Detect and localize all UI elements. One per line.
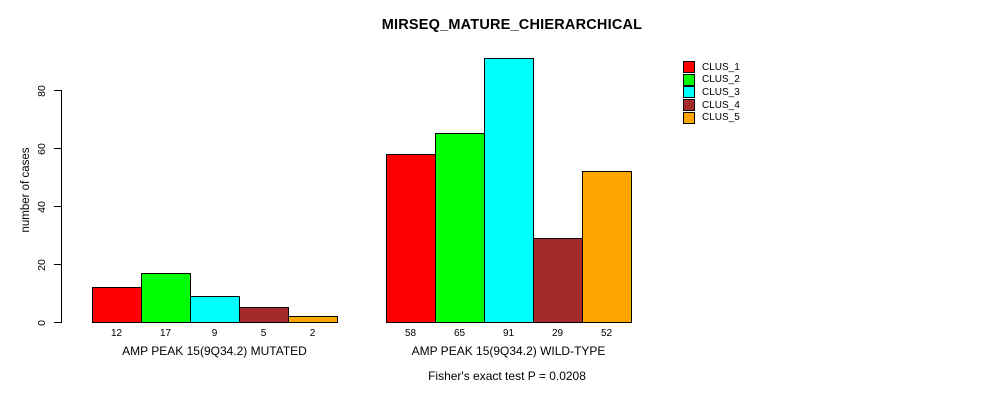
legend-label: CLUS_4 [702, 99, 740, 111]
bar-value-label: 5 [260, 328, 267, 339]
legend-swatch-clus_5 [683, 111, 695, 124]
bar-value-label: 65 [453, 328, 466, 339]
y-tick [54, 90, 61, 91]
bar-clus_1-group2 [386, 154, 436, 323]
legend-label: CLUS_1 [702, 61, 740, 73]
chart-title: MIRSEQ_MATURE_CHIERARCHICAL [381, 17, 643, 33]
legend-swatch-clus_2 [683, 73, 695, 86]
bar-value-label: 17 [159, 328, 172, 339]
y-tick-label: 20 [36, 258, 48, 271]
y-tick [54, 148, 61, 149]
y-tick-label: 80 [36, 84, 48, 97]
legend-label: CLUS_5 [702, 112, 740, 124]
y-tick [54, 264, 61, 265]
bar-value-label: 91 [502, 328, 515, 339]
y-tick-label: 60 [36, 142, 48, 155]
y-tick [54, 322, 61, 323]
y-tick [54, 206, 61, 207]
bar-value-label: 9 [211, 328, 218, 339]
legend-item-clus_2: CLUS_2 [683, 73, 740, 87]
bar-value-label: 29 [551, 328, 564, 339]
bar-value-label: 12 [110, 328, 123, 339]
y-axis-line [61, 90, 62, 323]
legend-label: CLUS_3 [702, 86, 740, 98]
y-tick-label: 40 [36, 200, 48, 213]
caption-fishers-test: Fisher's exact test P = 0.0208 [428, 369, 586, 383]
bar-value-label: 2 [309, 328, 316, 339]
legend-item-clus_5: CLUS_5 [683, 111, 740, 124]
group-label: AMP PEAK 15(9Q34.2) WILD-TYPE [411, 344, 606, 358]
bar-clus_5-group2 [582, 171, 632, 323]
bar-clus_2-group1 [141, 273, 191, 323]
bar-clus_5-group1 [288, 316, 338, 323]
y-tick-label: 0 [36, 319, 48, 326]
bar-clus_4-group1 [239, 307, 289, 323]
legend-item-clus_3: CLUS_3 [683, 86, 740, 99]
legend-item-clus_1: CLUS_1 [683, 61, 740, 74]
legend: CLUS_1 CLUS_2 CLUS_3 CLUS_4 CLUS_5 [683, 61, 740, 124]
legend-swatch-clus_4 [683, 99, 695, 112]
y-axis-title: number of cases [20, 147, 32, 233]
bar-clus_1-group1 [92, 287, 142, 323]
group-label: AMP PEAK 15(9Q34.2) MUTATED [122, 344, 307, 358]
bar-value-label: 58 [404, 328, 417, 339]
bar-clus_3-group2 [484, 58, 534, 323]
legend-label: CLUS_2 [702, 74, 740, 86]
legend-swatch-clus_3 [683, 86, 695, 99]
legend-swatch-clus_1 [683, 61, 695, 74]
bar-clus_4-group2 [533, 238, 583, 323]
legend-item-clus_4: CLUS_4 [683, 99, 740, 112]
bar-clus_3-group1 [190, 296, 240, 323]
bar-value-label: 52 [600, 328, 613, 339]
bar-clus_2-group2 [435, 133, 485, 323]
